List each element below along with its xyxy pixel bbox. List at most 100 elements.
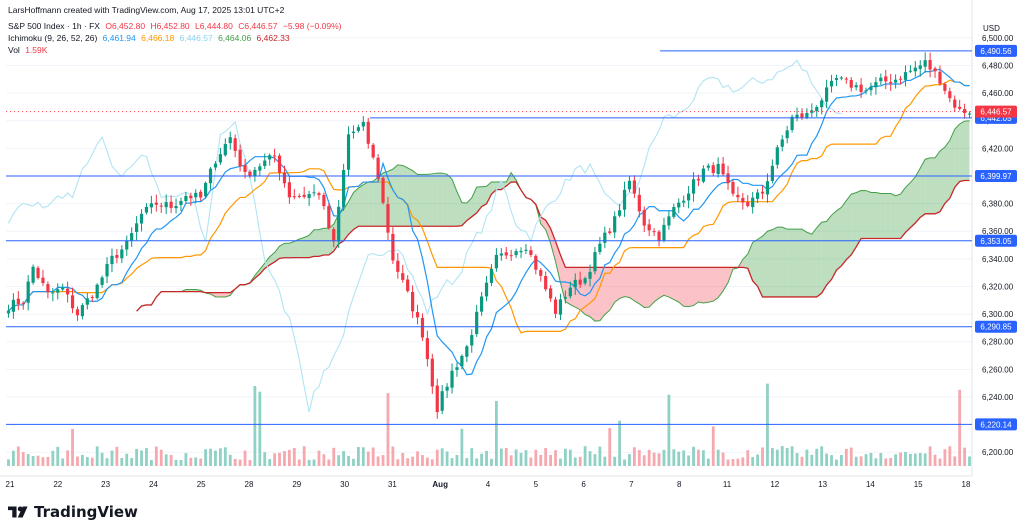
volume-bar — [795, 453, 799, 466]
x-tick-label: 15 — [914, 480, 923, 489]
candle-body — [834, 77, 839, 80]
symbol-label[interactable]: S&P 500 Index · 1h · FX — [8, 21, 100, 31]
volume-bar — [815, 448, 819, 466]
cloud-segment — [629, 267, 635, 301]
x-tick-label: 24 — [149, 480, 158, 489]
volume-bar — [80, 454, 84, 466]
cloud-segment — [915, 168, 921, 223]
volume-bar — [450, 458, 454, 466]
candle-body — [100, 277, 104, 285]
volume-bar — [623, 459, 626, 466]
currency-label[interactable]: USD — [983, 24, 1000, 33]
volume-bar — [41, 457, 45, 466]
level-price-label: 6,442.05 — [980, 114, 1012, 123]
candle-body — [795, 114, 799, 118]
cloud-segment — [792, 229, 798, 297]
candle-body — [401, 273, 405, 280]
candle-body — [322, 194, 326, 207]
volume-bar — [46, 456, 50, 466]
ichimoku-spanB-value: 6,462.33 — [256, 33, 290, 43]
volume-bar — [66, 450, 70, 466]
candle-body — [302, 194, 306, 197]
candle-body — [539, 270, 543, 276]
candle-body — [938, 71, 942, 84]
candle-body — [618, 210, 622, 216]
cloud-segment — [895, 194, 901, 239]
candle-body — [268, 155, 272, 160]
cloud-segment — [304, 235, 310, 258]
volume-bar — [588, 451, 592, 466]
cloud-segment — [846, 194, 852, 260]
x-tick-label: 21 — [6, 480, 15, 489]
candle-body — [120, 249, 124, 259]
volume-bar — [302, 446, 306, 466]
volume-bar — [223, 447, 227, 466]
candle-body — [805, 112, 809, 118]
candle-body — [361, 121, 365, 127]
cloud-segment — [964, 120, 970, 181]
candle-body — [825, 87, 829, 102]
volume-bar — [509, 455, 513, 466]
volume-bar — [628, 454, 631, 466]
level-price-tag — [975, 234, 1017, 247]
volume-bar — [228, 454, 232, 466]
volume-bar — [465, 458, 469, 466]
candle-body — [31, 266, 35, 283]
volume-bar — [100, 452, 104, 466]
candle-body — [637, 194, 641, 212]
cloud-segment — [461, 202, 467, 226]
volume-bar — [844, 448, 848, 466]
ichimoku-label[interactable]: Ichimoku (9, 26, 52, 26) — [8, 33, 98, 43]
cloud-segment — [866, 190, 871, 239]
candle-body — [829, 80, 834, 87]
candle-body — [70, 295, 75, 309]
candle-body — [721, 163, 725, 175]
volume-bar — [682, 450, 686, 466]
cloud-segment — [880, 193, 886, 239]
candle-body — [470, 335, 474, 346]
volume-bar — [756, 454, 760, 466]
candle-body — [903, 72, 908, 80]
volume-bar — [529, 457, 533, 466]
cloud-segment — [550, 228, 556, 262]
cloud-segment — [752, 239, 758, 287]
x-tick-label: 4 — [486, 480, 491, 489]
candle-body — [184, 195, 188, 202]
volume-bar — [539, 454, 543, 466]
candle-body — [894, 79, 898, 83]
cloud-segment — [299, 237, 305, 258]
candle-body — [61, 287, 65, 290]
candle-body — [874, 82, 878, 88]
volume-bar — [598, 446, 602, 466]
last-price-tag — [975, 105, 1017, 118]
cloud-segment — [654, 267, 660, 303]
candle-body — [440, 391, 444, 411]
candle-body — [598, 243, 602, 252]
volume-bar — [283, 451, 286, 466]
cloud-segment — [939, 147, 945, 212]
candle-body — [691, 179, 696, 194]
candle-body — [105, 263, 109, 277]
candle-body — [366, 121, 370, 144]
candle-body — [622, 189, 627, 210]
volume-bar — [943, 449, 947, 466]
cloud-segment — [688, 267, 694, 307]
candle-body — [578, 279, 582, 285]
volume-bar — [637, 450, 641, 466]
candle-body — [460, 355, 464, 367]
candle-body — [11, 299, 15, 312]
candle-body — [544, 276, 548, 290]
volume-bar — [573, 457, 577, 466]
x-tick-label: 22 — [53, 480, 62, 489]
volume-label[interactable]: Vol — [8, 45, 20, 55]
volume-bar — [820, 446, 824, 466]
cloud-segment — [279, 243, 285, 259]
volume-bar — [687, 455, 691, 466]
candle-body — [174, 206, 178, 209]
level-price-label: 6,220.14 — [980, 420, 1012, 429]
cloud-segment — [959, 121, 965, 182]
x-tick-label: 18 — [962, 480, 971, 489]
candle-body — [115, 255, 119, 258]
candle-body — [632, 180, 636, 194]
